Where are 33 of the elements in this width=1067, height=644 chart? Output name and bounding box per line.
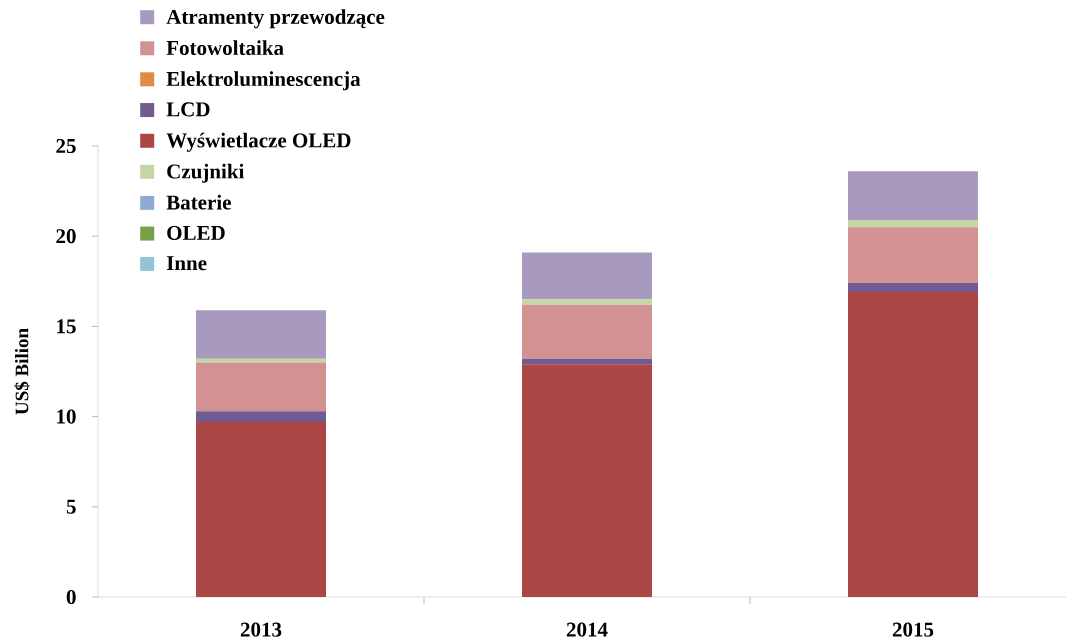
x-tick-label: 2014 bbox=[566, 622, 608, 637]
bar bbox=[196, 310, 326, 359]
y-tick-label: 15 bbox=[57, 319, 76, 334]
bar bbox=[522, 299, 652, 305]
legend-label: LCD bbox=[166, 102, 210, 117]
x-tick-label: 2013 bbox=[240, 622, 282, 637]
legend-label: Wyświetlacze OLED bbox=[166, 132, 351, 152]
y-axis-title: US$ Bilion bbox=[14, 328, 30, 415]
bar bbox=[196, 422, 326, 597]
legend-label: Fotowoltaika bbox=[166, 40, 284, 56]
bar bbox=[196, 362, 326, 412]
bar bbox=[848, 292, 979, 597]
legend-label: Czujniki bbox=[167, 163, 245, 183]
x-tick-label: 2015 bbox=[892, 622, 934, 637]
bar bbox=[522, 252, 652, 300]
y-tick-label: 10 bbox=[57, 409, 76, 424]
legend-label: Elektroluminescencja bbox=[166, 71, 361, 91]
bar bbox=[522, 364, 652, 597]
y-tick-label: 25 bbox=[56, 138, 76, 154]
bar bbox=[522, 304, 652, 359]
y-tick-label: 5 bbox=[66, 499, 76, 514]
bar bbox=[848, 171, 979, 220]
legend-label: Atramenty przewodzące bbox=[166, 9, 385, 29]
bar bbox=[196, 411, 326, 423]
y-tick-label: 0 bbox=[66, 589, 76, 605]
legend-label: Baterie bbox=[166, 194, 231, 210]
bar bbox=[848, 227, 979, 284]
bar bbox=[848, 283, 979, 293]
legend-label: OLED bbox=[167, 225, 225, 240]
bar bbox=[848, 219, 979, 228]
bar bbox=[522, 358, 652, 365]
y-tick-label: 20 bbox=[56, 229, 76, 244]
legend-label: Inne bbox=[166, 256, 207, 271]
